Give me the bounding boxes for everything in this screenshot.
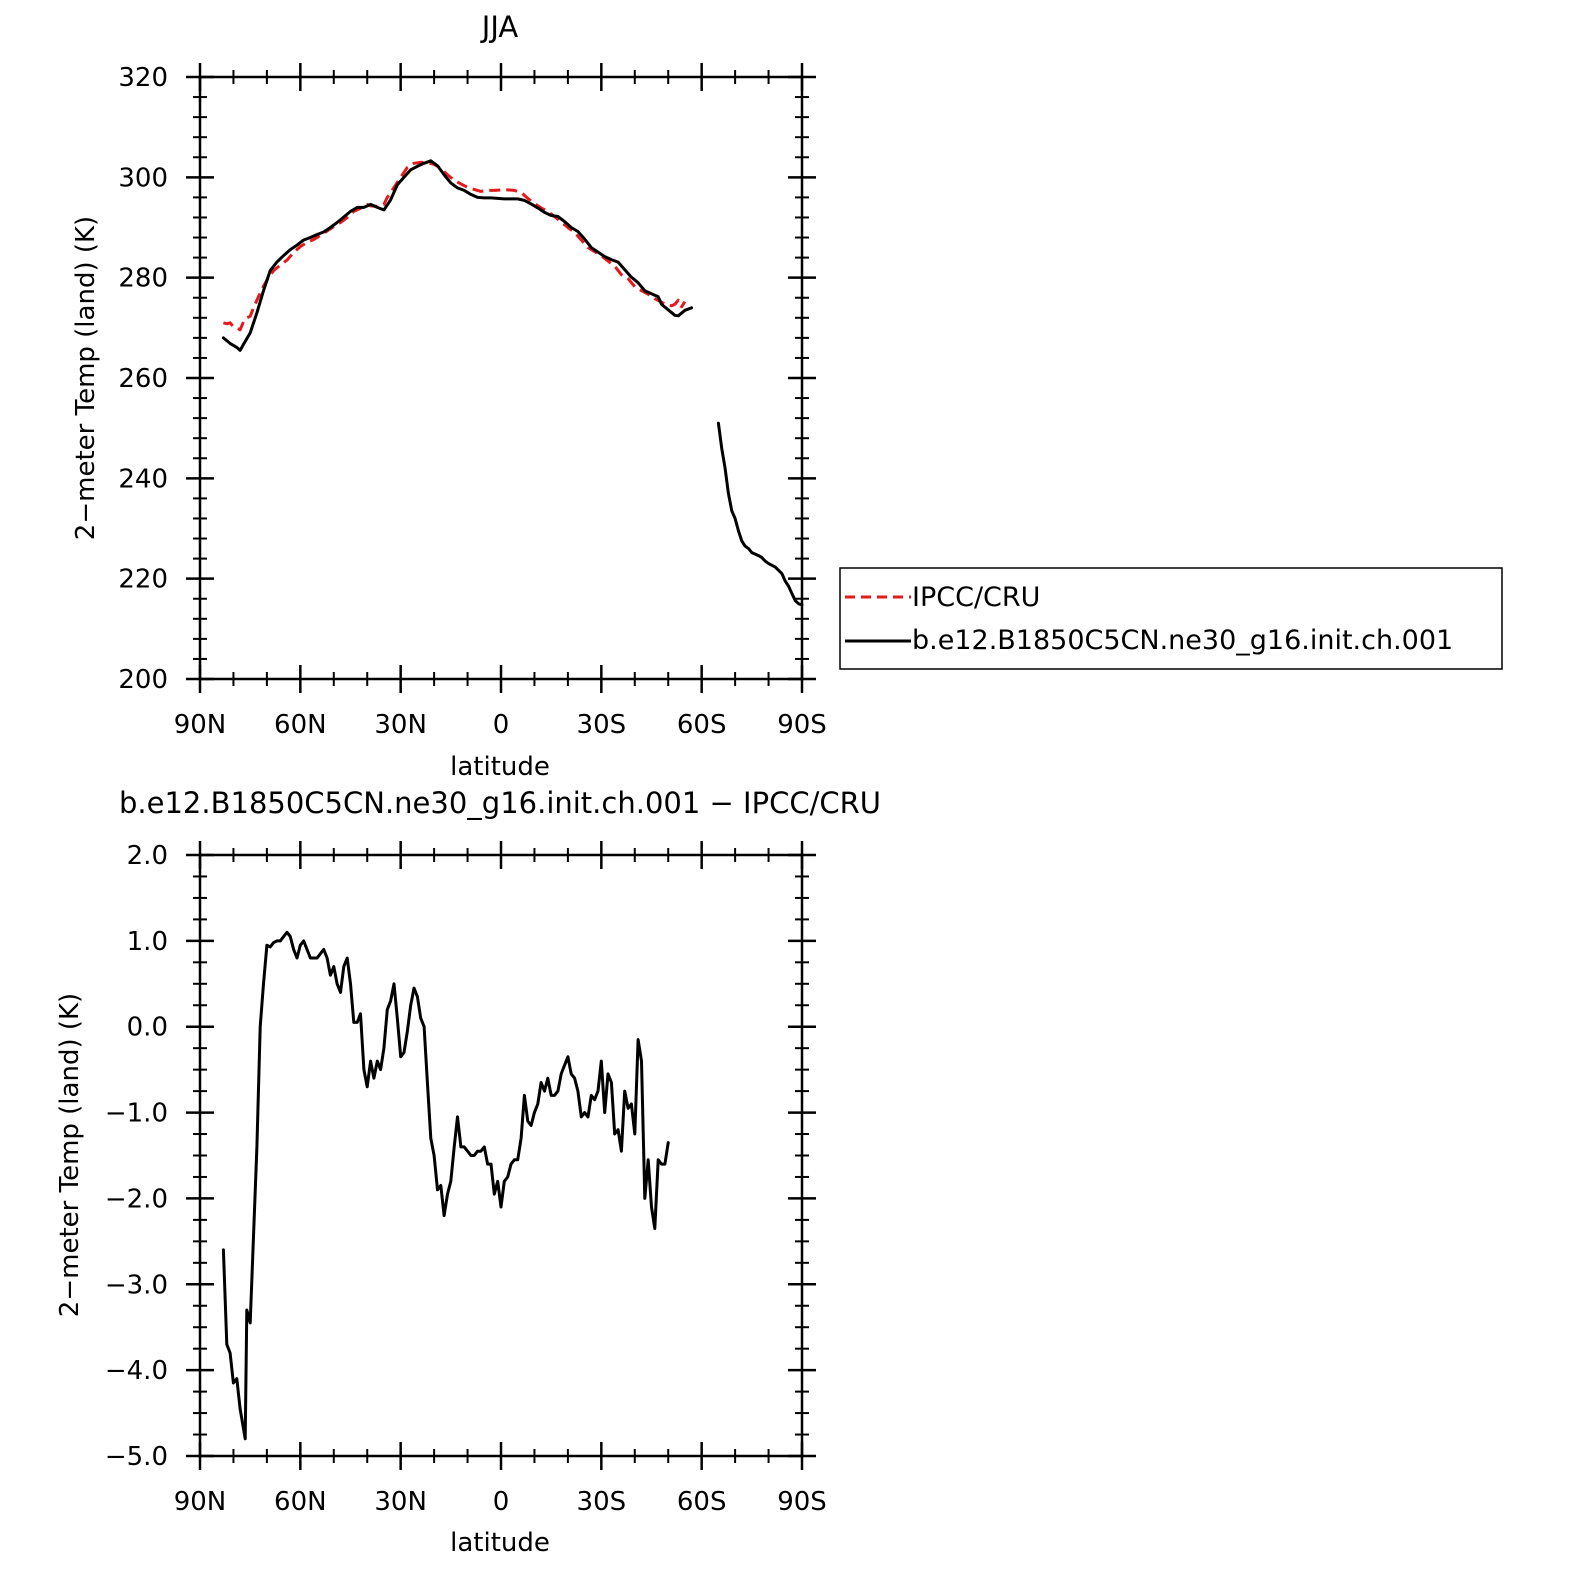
y-tick-label: 260 [118,364,168,394]
x-tick-label: 30S [577,1487,627,1517]
top-x-tick-labels: 90N 60N 30N 0 30S 60S 90S [174,710,827,740]
bottom-ticks [186,841,816,1470]
top-y-tick-labels: 200 220 240 260 280 300 320 [118,63,168,695]
y-tick-label: 320 [118,63,168,93]
bottom-panel-title: b.e12.B1850C5CN.ne30_g16.init.ch.001 − I… [119,786,881,820]
y-tick-label: 200 [118,665,168,695]
top-series-line-1 [221,159,694,352]
top-x-axis-label: latitude [450,752,550,782]
x-tick-label: 0 [493,1487,510,1517]
y-tick-label: 220 [118,565,168,595]
y-tick-label: 240 [118,464,168,494]
y-tick-label: −2.0 [105,1184,168,1214]
legend: IPCC/CRU b.e12.B1850C5CN.ne30_g16.init.c… [839,567,1503,670]
x-tick-label: 60S [677,1487,727,1517]
top-series-line-0 [222,160,687,332]
legend-label-ipcc-cru: IPCC/CRU [912,582,1040,613]
top-series-line-2 [716,421,804,607]
bottom-panel: b.e12.B1850C5CN.ne30_g16.init.ch.001 − I… [55,786,881,1558]
x-tick-label: 90S [777,1487,827,1517]
bottom-plot-frame [198,853,804,1458]
x-tick-label: 90N [174,1487,227,1517]
y-tick-label: 280 [118,264,168,294]
bottom-x-axis-label: latitude [450,1528,550,1558]
x-tick-label: 60S [677,710,727,740]
top-ticks [186,63,816,693]
y-tick-label: −4.0 [105,1356,168,1386]
bottom-y-axis-label: 2−meter Temp (land) (K) [55,993,85,1317]
top-panel-title: JJA [480,10,519,44]
y-tick-label: 1.0 [127,927,168,957]
x-tick-label: 0 [493,710,510,740]
y-tick-label: 2.0 [127,841,168,871]
y-tick-label: −3.0 [105,1270,168,1300]
x-tick-label: 30N [374,1487,427,1517]
top-plot-frame [198,75,804,681]
x-tick-label: 90N [174,710,227,740]
legend-box [839,567,1503,670]
x-tick-label: 30S [577,710,627,740]
legend-label-model: b.e12.B1850C5CN.ne30_g16.init.ch.001 [912,625,1453,656]
top-panel: JJA 200 220 240 260 280 300 320 90N 60N 30N 0 30S 6… [71,10,827,782]
bottom-x-tick-labels: 90N 60N 30N 0 30S 60S 90S [174,1487,827,1517]
bottom-series-group [221,930,670,1441]
x-tick-label: 30N [374,710,427,740]
y-tick-label: 0.0 [127,1013,168,1043]
x-tick-label: 60N [274,1487,327,1517]
bottom-series-line-0 [221,930,670,1441]
y-tick-label: 300 [118,163,168,193]
y-tick-label: −1.0 [105,1099,168,1129]
top-series-group [221,159,804,607]
bottom-y-tick-labels: −5.0 −4.0 −3.0 −2.0 −1.0 0.0 1.0 2.0 [105,841,168,1472]
x-tick-label: 90S [777,710,827,740]
top-y-axis-label: 2−meter Temp (land) (K) [71,216,101,540]
y-tick-label: −5.0 [105,1442,168,1472]
x-tick-label: 60N [274,710,327,740]
